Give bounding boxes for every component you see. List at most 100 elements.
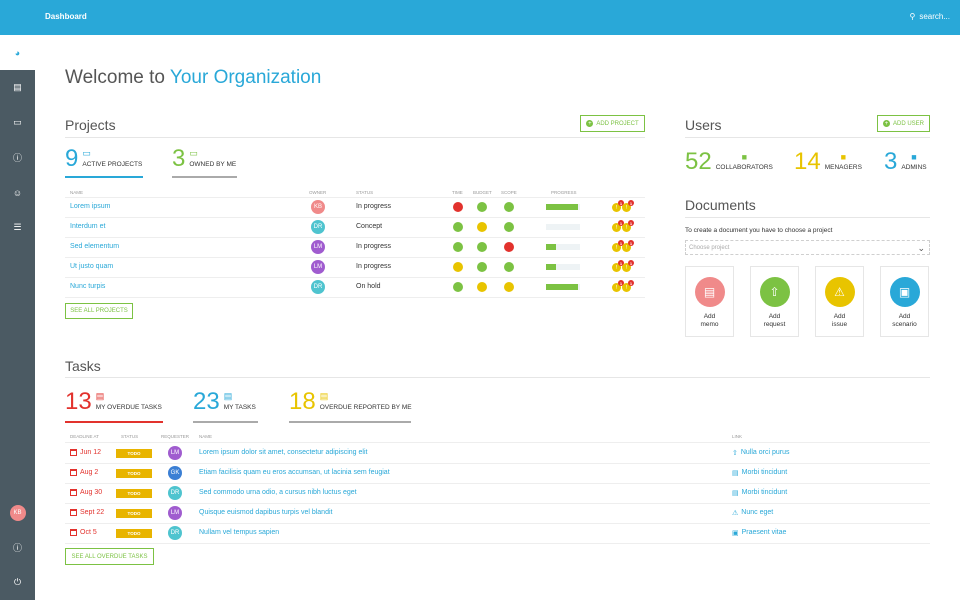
owner-avatar[interactable]: DR <box>311 220 325 234</box>
warning-icon: ! 1 <box>612 280 624 292</box>
alerts[interactable]: ! 1 ! 1 <box>612 280 634 292</box>
requester-avatar[interactable]: GK <box>168 466 182 480</box>
task-name-link[interactable]: Nullam vel tempus sapien <box>199 529 280 536</box>
add-scenario-card[interactable]: ▣ Add scenario <box>880 266 929 337</box>
project-name-link[interactable]: Nunc turpis <box>70 283 106 290</box>
warning-icon: ! 1 <box>612 220 624 232</box>
tasks-divider <box>65 377 930 378</box>
alerts[interactable]: ! 1 ! 1 <box>612 260 634 272</box>
managers-stat[interactable]: 14 ■ MENAGERS <box>794 150 862 174</box>
add-request-card[interactable]: ⇧ Add request <box>750 266 799 337</box>
requester-avatar[interactable]: LM <box>168 446 182 460</box>
overdue-tasks-stat[interactable]: 13 ▤ MY OVERDUE TASKS <box>65 390 162 414</box>
add-memo-card[interactable]: ▤ Add memo <box>685 266 734 337</box>
alerts[interactable]: ! 1 ! 1 <box>612 220 634 232</box>
table-row-divider <box>65 523 930 524</box>
table-row-divider <box>65 257 645 258</box>
requester-avatar[interactable]: LM <box>168 506 182 520</box>
task-name-link[interactable]: Sed commodo urna odio, a cursus nibh luc… <box>199 489 357 496</box>
owned-projects-stat[interactable]: 3 ▭ OWNED BY ME <box>172 147 236 171</box>
project-name-link[interactable]: Interdum et <box>70 223 106 230</box>
search-box[interactable]: ⚲ search... <box>909 12 950 21</box>
active-projects-stat[interactable]: 9 ▭ ACTIVE PROJECTS <box>65 147 142 171</box>
task-name-link[interactable]: Lorem ipsum dolor sit amet, consectetur … <box>199 449 368 456</box>
budget-indicator <box>477 202 487 212</box>
requester-avatar[interactable]: DR <box>168 486 182 500</box>
see-all-projects-button[interactable]: SEE ALL PROJECTS <box>65 303 133 319</box>
organization-name: Your Organization <box>169 67 322 88</box>
owner-avatar[interactable]: DR <box>311 280 325 294</box>
owner-avatar[interactable]: KB <box>311 200 325 214</box>
see-all-overdue-tasks-button[interactable]: SEE ALL OVERDUE TASKS <box>65 548 154 565</box>
task-name-link[interactable]: Etiam facilisis quam eu eros accumsan, u… <box>199 469 390 476</box>
col-header-status: STATUS <box>356 190 374 195</box>
sidebar-item-users[interactable]: ☺ <box>0 175 35 210</box>
project-name-link[interactable]: Sed elementum <box>70 243 120 250</box>
project-name-link[interactable]: Lorem ipsum <box>70 203 111 210</box>
brand-logo[interactable] <box>0 0 35 35</box>
choose-project-select[interactable]: Choose project ⌄ <box>685 240 930 255</box>
sidebar-item-tasks[interactable]: ▤ <box>0 70 35 105</box>
alert-badge: 1 <box>618 240 624 246</box>
admins-count: 3 <box>884 148 898 175</box>
list-icon: ☰ <box>13 222 22 232</box>
see-all-projects-label: SEE ALL PROJECTS <box>70 308 128 314</box>
task-linked-item[interactable]: ▤ Morbi tincidunt <box>732 469 787 477</box>
card-label-line2: request <box>763 321 786 328</box>
add-project-button[interactable]: + ADD PROJECT <box>580 115 645 132</box>
task-linked-item[interactable]: ⇧ Nulla orci purus <box>732 449 790 457</box>
alert-badge: 1 <box>628 240 634 246</box>
status-badge: TODO <box>116 469 152 478</box>
documents-title: Documents <box>685 197 756 213</box>
alerts[interactable]: ! 1 ! 1 <box>612 200 634 212</box>
owner-avatar[interactable]: LM <box>311 260 325 274</box>
alerts[interactable]: ! 1 ! 1 <box>612 240 634 252</box>
documents-divider <box>685 217 930 218</box>
sidebar-item-info[interactable]: ⓘ <box>0 140 35 175</box>
task-linked-item[interactable]: ⚠ Nunc eget <box>732 509 773 517</box>
my-tasks-stat[interactable]: 23 ▤ MY TASKS <box>193 390 256 414</box>
task-linked-item[interactable]: ▣ Praesent vitae <box>732 529 786 537</box>
col-header-budget: BUDGET <box>473 190 492 195</box>
table-row-divider <box>65 217 645 218</box>
card-label-line1: Add <box>833 313 846 320</box>
project-status: On hold <box>356 283 381 290</box>
reported-tasks-count: 18 <box>289 388 316 415</box>
collaborators-label: COLLABORATORS <box>715 164 773 171</box>
collaborators-stat[interactable]: 52 ■ COLLABORATORS <box>685 150 773 174</box>
deadline-date: Oct 5 <box>70 529 97 536</box>
active-projects-underline <box>65 176 143 178</box>
add-issue-card[interactable]: ⚠ Add issue <box>815 266 864 337</box>
clipboard-icon: ▤ <box>13 82 22 92</box>
overdue-tasks-underline <box>65 421 163 423</box>
search-input[interactable]: search... <box>919 12 950 21</box>
calendar-icon <box>70 489 77 496</box>
sidebar-item-documents[interactable]: ☰ <box>0 210 35 245</box>
reported-tasks-stat[interactable]: 18 ▤ OVERDUE REPORTED BY ME <box>289 390 412 414</box>
task-linked-item[interactable]: ▤ Morbi tincidunt <box>732 489 787 497</box>
add-user-button[interactable]: + ADD USER <box>877 115 930 132</box>
progress-bar <box>546 204 580 210</box>
main-content: Welcome to Your Organization Projects + A… <box>35 35 960 600</box>
scenario-icon: ▣ <box>732 530 739 537</box>
project-status: In progress <box>356 263 392 270</box>
sidebar-item-help[interactable]: ⓘ <box>0 530 35 565</box>
owner-avatar[interactable]: LM <box>311 240 325 254</box>
deadline-date: Jun 12 <box>70 449 101 456</box>
sidebar-item-dashboard[interactable]: ◕ <box>0 35 35 70</box>
requester-avatar[interactable]: DR <box>168 526 182 540</box>
active-projects-count: 9 <box>65 145 79 172</box>
welcome-heading: Welcome to Your Organization <box>65 67 321 89</box>
scope-indicator <box>504 242 514 252</box>
chevron-down-icon: ⌄ <box>917 243 925 253</box>
admins-stat[interactable]: 3 ■ ADMINS <box>884 150 927 174</box>
sidebar-item-logout[interactable]: ⏻ <box>0 565 35 600</box>
task-name-link[interactable]: Quisque euismod dapibus turpis vel bland… <box>199 509 333 516</box>
alert-badge: 1 <box>618 280 624 286</box>
plus-icon: + <box>586 120 594 127</box>
sidebar-item-projects[interactable]: ▭ <box>0 105 35 140</box>
sidebar-user-avatar[interactable]: KB <box>0 495 35 530</box>
time-indicator <box>453 262 463 272</box>
project-name-link[interactable]: Ut justo quam <box>70 263 114 270</box>
help-icon: ⓘ <box>12 543 22 553</box>
